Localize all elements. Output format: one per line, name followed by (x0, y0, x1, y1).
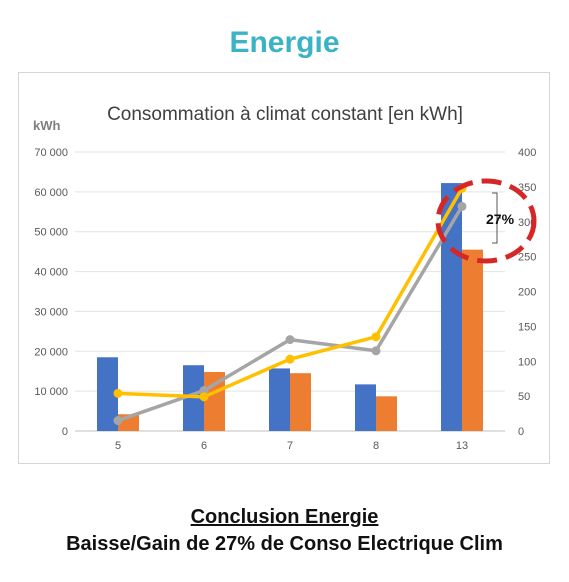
annotation-group: 27% (435, 178, 537, 264)
y2-tick-label: 150 (518, 321, 536, 333)
y-tick-label: 20 000 (34, 346, 68, 358)
line-point (285, 354, 295, 364)
bar (269, 368, 290, 431)
bar (376, 396, 397, 431)
y2-tick-label: 50 (518, 391, 530, 403)
y2-tick-label: 0 (518, 426, 524, 438)
y-tick-label: 60 000 (34, 187, 68, 199)
line-series (113, 183, 467, 426)
conclusion-text: Baisse/Gain de 27% de Conso Electrique C… (66, 533, 503, 555)
bar-series (97, 183, 483, 431)
bar (441, 183, 462, 431)
y2-tick-label: 100 (518, 356, 536, 368)
y2-tick-label: 200 (518, 287, 536, 299)
line-point (113, 388, 123, 398)
y-tick-label: 0 (62, 426, 68, 438)
highlight-circle (435, 178, 537, 264)
axis-ticks: 0 10 000 20 000 30 000 40 000 50 000 60 000 70 … (34, 147, 536, 452)
y-tick-label: 30 000 (34, 306, 68, 318)
line-point (371, 332, 381, 342)
annotation-label: 27% (486, 211, 515, 227)
y-tick-label: 10 000 (34, 386, 68, 398)
annotation-bracket (492, 192, 501, 244)
bar (355, 384, 376, 431)
line-point (199, 386, 209, 396)
y-tick-label: 40 000 (34, 267, 68, 279)
y2-tick-label: 400 (518, 147, 536, 159)
line-point (371, 346, 381, 356)
line-point (285, 335, 295, 345)
conclusion-title: Conclusion Energie (190, 506, 379, 528)
y-axis-label: kWh (33, 118, 61, 133)
bar (97, 357, 118, 431)
line-point (199, 392, 209, 402)
y-tick-label: 50 000 (34, 227, 68, 239)
x-tick-label: 6 (201, 440, 207, 452)
x-tick-label: 7 (287, 440, 293, 452)
y-tick-label: 70 000 (34, 147, 68, 159)
line-point (113, 416, 123, 426)
y2-tick-label: 250 (518, 252, 536, 264)
chart-title: Consommation à climat constant [en kWh] (107, 104, 463, 125)
line-point (457, 201, 467, 211)
bar (462, 249, 483, 431)
y2-tick-label: 350 (518, 182, 536, 194)
x-tick-label: 5 (115, 440, 121, 452)
energy-chart: Consommation à climat constant [en kWh] … (33, 104, 537, 452)
x-tick-label: 13 (456, 440, 468, 452)
bar (290, 373, 311, 431)
grid-lines (75, 151, 505, 432)
x-tick-label: 8 (373, 440, 379, 452)
page-title: Energie (229, 26, 340, 59)
